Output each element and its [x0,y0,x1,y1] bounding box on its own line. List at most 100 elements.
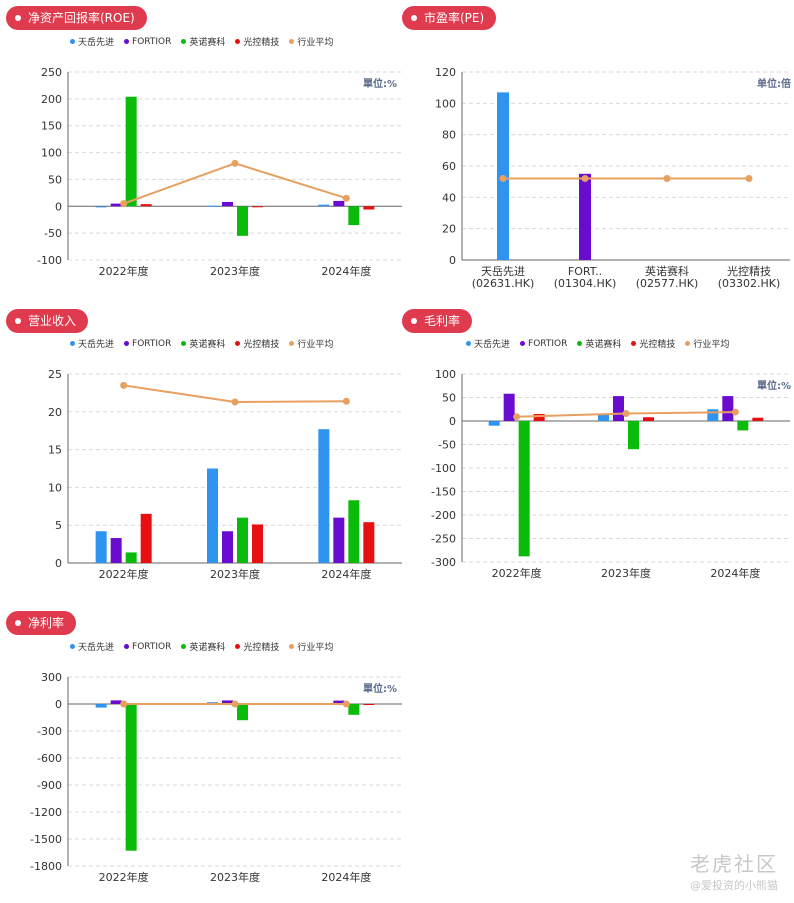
net-margin-legend[interactable]: 天岳先进 FORTIOR 英诺赛科 光控精技 行业平均 [70,640,333,653]
bar [140,513,152,563]
average-point [231,398,239,406]
x-tick-label: 2022年度 [99,567,149,581]
bar [140,204,152,207]
legend-label: FORTIOR [132,36,172,47]
y-tick-label: -900 [37,779,62,792]
legend-item[interactable]: 英诺赛科 [577,337,621,350]
legend-item[interactable]: FORTIOR [124,640,171,653]
legend-item[interactable]: FORTIOR [520,337,567,350]
bar [110,700,122,704]
bar [333,200,345,207]
x-tick-label: 2023年度 [210,870,260,884]
y-tick-label: 0 [55,698,62,711]
y-tick-label: 250 [41,66,62,79]
pe-unit-label: 单位:倍 [757,79,791,90]
y-tick-label: -1200 [30,806,62,819]
y-tick-label: 0 [55,557,62,570]
net-margin-title-badge: 净利率 [6,611,77,635]
legend-dot [289,644,295,649]
legend-dot [124,341,130,346]
roe-legend[interactable]: 天岳先进 FORTIOR 英诺赛科 光控精技 行业平均 [70,35,333,48]
y-tick-label: -100 [431,462,456,475]
legend-dot [70,644,75,649]
legend-item[interactable]: 光控精技 [235,640,279,653]
y-tick-label: 100 [435,368,456,381]
x-tick-label: 2024年度 [710,566,760,580]
bar [110,203,122,207]
legend-dot [235,39,241,44]
legend-label: 英诺赛科 [189,38,226,48]
average-point [499,175,507,183]
y-tick-label: 80 [442,129,456,142]
bar [207,205,218,207]
legend-item[interactable]: 天岳先进 [70,35,114,48]
legend-dot [685,341,691,346]
revenue-legend[interactable]: 天岳先进 FORTIOR 英诺赛科 光控精技 行业平均 [70,337,333,350]
bar [752,417,764,421]
bar [222,201,233,207]
x-tick-label: 2024年度 [321,567,371,581]
x-tick-label: (02631.HK) [472,277,535,290]
legend-item[interactable]: 天岳先进 [466,337,510,350]
bar [348,206,360,226]
gross-margin-legend[interactable]: 天岳先进 FORTIOR 英诺赛科 光控精技 行业平均 [466,337,729,350]
legend-label: 天岳先进 [78,643,115,653]
x-tick-label: 2023年度 [210,567,260,581]
legend-label: 光控精技 [243,643,280,653]
y-tick-label: -1500 [30,833,62,846]
legend-item[interactable]: 英诺赛科 [181,35,225,48]
bar [363,704,375,705]
legend-dot [466,341,471,346]
legend-item[interactable]: 行业平均 [685,337,729,350]
bar [207,468,218,563]
legend-item[interactable]: 行业平均 [289,640,333,653]
bar [707,409,719,421]
bar [363,522,375,563]
legend-label: 天岳先进 [78,38,115,48]
legend-item[interactable]: 天岳先进 [70,337,114,350]
legend-item[interactable]: FORTIOR [124,35,171,48]
x-tick-label: 2024年度 [321,264,371,278]
bar [737,421,749,431]
average-point [513,413,521,421]
gross-margin-title-badge: 毛利率 [402,309,473,333]
x-tick-label: 2024年度 [321,870,371,884]
y-tick-label: -250 [431,533,456,546]
x-tick-label: 天岳先进 [481,265,525,278]
legend-label: 天岳先进 [78,340,115,350]
average-point [231,159,239,167]
y-tick-label: -100 [37,254,62,267]
x-tick-label: 2022年度 [492,566,542,580]
legend-item[interactable]: FORTIOR [124,337,171,350]
legend-item[interactable]: 光控精技 [235,337,279,350]
legend-label: 行业平均 [297,340,334,350]
y-tick-label: 200 [41,93,62,106]
x-tick-label: 2022年度 [99,264,149,278]
bar [628,421,639,450]
legend-dot [520,341,526,346]
legend-dot [70,341,75,346]
legend-dot [289,341,295,346]
legend-item[interactable]: 英诺赛科 [181,337,225,350]
y-tick-label: 300 [41,671,62,684]
bar [318,204,330,207]
legend-item[interactable]: 英诺赛科 [181,640,225,653]
bar [348,500,360,563]
y-tick-label: 150 [41,120,62,133]
legend-label: 光控精技 [243,340,280,350]
legend-item[interactable]: 光控精技 [235,35,279,48]
legend-item[interactable]: 光控精技 [631,337,675,350]
legend-label: 英诺赛科 [585,340,622,350]
legend-item[interactable]: 天岳先进 [70,640,114,653]
legend-item[interactable]: 行业平均 [289,337,333,350]
bar [237,206,248,236]
bar [318,429,330,563]
y-tick-label: -300 [431,556,456,569]
legend-dot [181,644,187,649]
average-point [745,175,753,183]
legend-item[interactable]: 行业平均 [289,35,333,48]
x-tick-label: 英诺赛科 [645,264,689,278]
